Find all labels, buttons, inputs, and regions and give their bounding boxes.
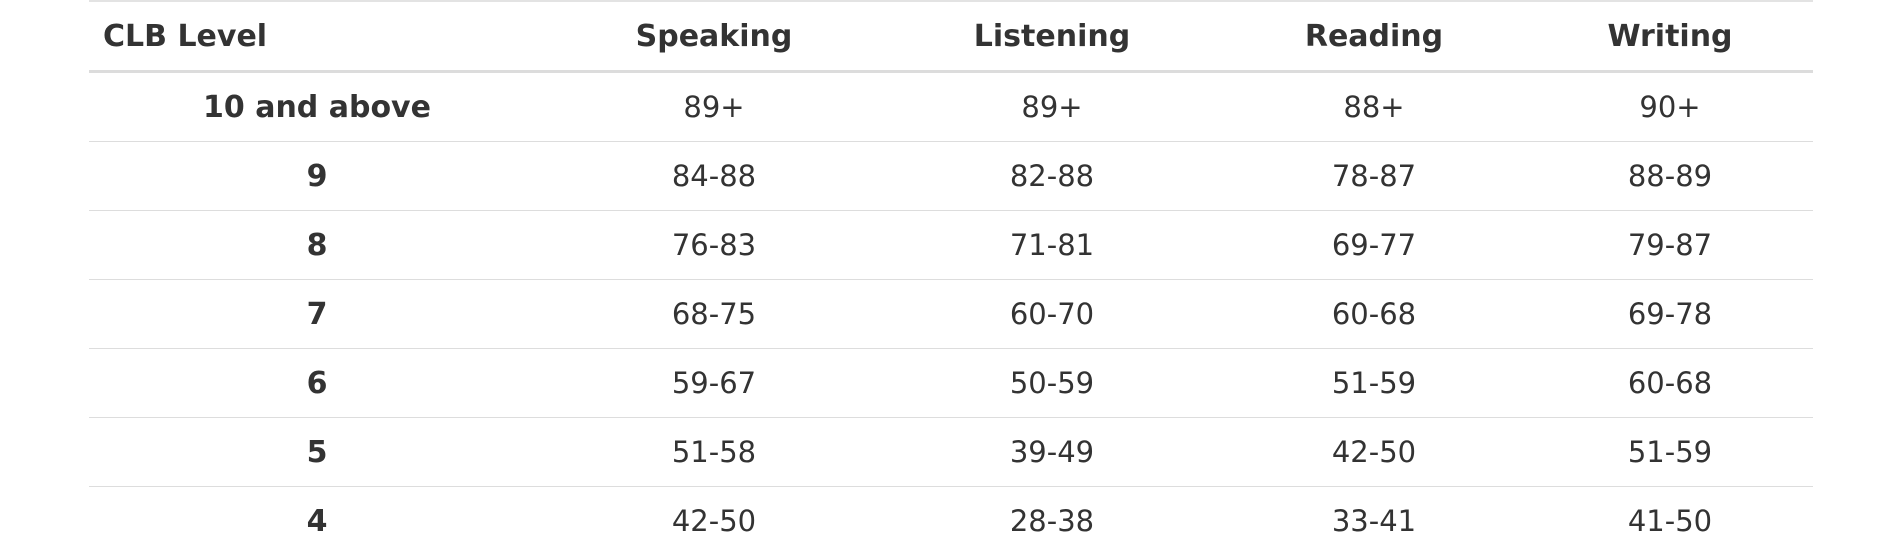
writing-score-cell: 41-50 [1627, 504, 1713, 538]
writing-score-cell: 88-89 [1527, 141, 1813, 211]
column-header-clb-level: CLB Level [89, 1, 545, 73]
listening-score-cell: 28-38 [1009, 504, 1095, 538]
listening-score-cell: 89+ [883, 71, 1221, 142]
reading-score-cell: 78-87 [1221, 141, 1527, 211]
column-header-reading: Reading [1221, 1, 1527, 73]
column-header-writing: Writing [1527, 1, 1813, 73]
listening-score-cell: 60-70 [883, 279, 1221, 349]
clb-level-cell: 8 [89, 210, 545, 280]
clb-level-cell: 10 and above [89, 71, 545, 142]
column-header-speaking: Speaking [545, 1, 883, 73]
table-row: 4 42-50 28-38 33-41 41-50 [89, 487, 1813, 556]
reading-score-cell: 60-68 [1221, 279, 1527, 349]
clb-score-table: CLB Level Speaking Listening Reading Wri… [89, 0, 1813, 555]
speaking-score-cell: 76-83 [545, 210, 883, 280]
listening-score-cell: 71-81 [883, 210, 1221, 280]
speaking-score-cell: 84-88 [545, 141, 883, 211]
speaking-score-cell: 42-50 [671, 504, 757, 538]
table-row: 8 76-83 71-81 69-77 79-87 [89, 210, 1813, 280]
listening-score-cell: 50-59 [883, 348, 1221, 418]
writing-score-cell: 60-68 [1527, 348, 1813, 418]
listening-score-cell: 82-88 [883, 141, 1221, 211]
speaking-score-cell: 59-67 [545, 348, 883, 418]
header-row: CLB Level Speaking Listening Reading Wri… [89, 1, 1813, 73]
clb-level-cell: 5 [89, 417, 545, 487]
listening-score-cell: 39-49 [883, 417, 1221, 487]
clb-level-cell: 4 [306, 503, 328, 539]
table-row: 6 59-67 50-59 51-59 60-68 [89, 348, 1813, 418]
reading-score-cell: 69-77 [1221, 210, 1527, 280]
table-header: CLB Level Speaking Listening Reading Wri… [89, 1, 1813, 73]
table-body: 10 and above 89+ 89+ 88+ 90+ 9 84-88 82-… [89, 71, 1813, 556]
writing-score-cell: 90+ [1527, 71, 1813, 142]
table-row: 9 84-88 82-88 78-87 88-89 [89, 141, 1813, 211]
reading-score-cell: 88+ [1221, 71, 1527, 142]
reading-score-cell: 33-41 [1331, 504, 1417, 538]
writing-score-cell: 51-59 [1527, 417, 1813, 487]
speaking-score-cell: 68-75 [545, 279, 883, 349]
writing-score-cell: 69-78 [1527, 279, 1813, 349]
reading-score-cell: 51-59 [1221, 348, 1527, 418]
table-row: 5 51-58 39-49 42-50 51-59 [89, 417, 1813, 487]
speaking-score-cell: 89+ [545, 71, 883, 142]
score-table-container: CLB Level Speaking Listening Reading Wri… [89, 0, 1813, 555]
reading-score-cell: 42-50 [1221, 417, 1527, 487]
clb-level-cell: 6 [89, 348, 545, 418]
speaking-score-cell: 51-58 [545, 417, 883, 487]
column-header-listening: Listening [883, 1, 1221, 73]
writing-score-cell: 79-87 [1527, 210, 1813, 280]
clb-level-cell: 7 [89, 279, 545, 349]
table-row: 7 68-75 60-70 60-68 69-78 [89, 279, 1813, 349]
table-row: 10 and above 89+ 89+ 88+ 90+ [89, 71, 1813, 142]
clb-level-cell: 9 [89, 141, 545, 211]
